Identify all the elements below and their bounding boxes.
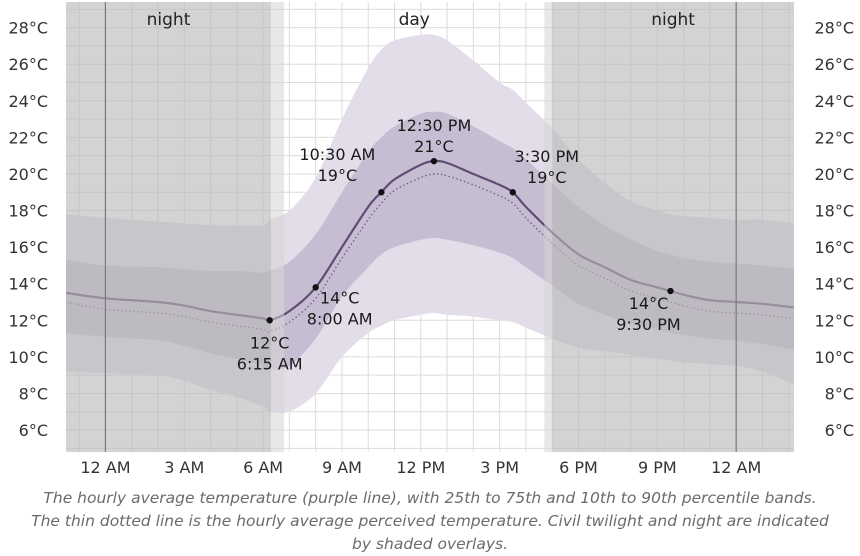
annotation-label: 21°C [414, 137, 454, 156]
y-tick-label-right: 26°C [814, 55, 854, 74]
twilight-overlay [270, 2, 285, 452]
annotation-label: 6:15 AM [237, 354, 303, 373]
annotation-label: 9:30 PM [616, 315, 680, 334]
y-tick-label-left: 20°C [8, 165, 48, 184]
y-tick-label-right: 10°C [814, 348, 854, 367]
x-tick-label: 12 PM [396, 458, 445, 477]
axis-ticks: 6°C 6°C 8°C 8°C 10°C 10°C 12°C 12°C 14°C 14°C 16°C… [8, 19, 854, 477]
x-tick-label: 12 AM [80, 458, 130, 477]
night-overlays: night day night [66, 2, 794, 452]
annotation-point [667, 287, 674, 295]
temperature-chart: night day night 6°C 6°C8°C 8°C10°C 10°C12°C 12… [8, 2, 854, 477]
x-tick-label: 3 PM [480, 458, 519, 477]
annotation-point [378, 189, 385, 196]
annotation-label: 3:30 PM [515, 147, 579, 166]
period-label-night: night [651, 10, 695, 30]
x-tick-label: 12 AM [711, 458, 761, 477]
y-tick-label-left: 12°C [8, 311, 48, 330]
x-tick-label: 6 AM [243, 458, 283, 477]
x-tick-label: 9 PM [638, 458, 677, 477]
chart-caption: The hourly average temperature (purple l… [31, 489, 829, 553]
x-tick-label: 9 AM [322, 458, 362, 477]
y-tick-label-right: 16°C [814, 238, 854, 257]
y-tick-label-right: 28°C [814, 19, 854, 38]
y-tick-label-right: 12°C [814, 311, 854, 330]
twilight-overlay [544, 2, 553, 452]
annotation-label: 12°C [250, 333, 290, 352]
period-label-day: day [399, 10, 430, 30]
y-tick-label-left: 28°C [8, 19, 48, 38]
y-tick-label-left: 8°C [19, 384, 48, 403]
annotation-point [312, 284, 319, 291]
chevron-left-icon[interactable] [76, 223, 100, 266]
annotation-label: 10:30 AM [299, 145, 375, 164]
y-tick-label-left: 24°C [8, 92, 48, 111]
annotation-label: 14°C [320, 288, 360, 307]
night-overlay [66, 2, 271, 452]
y-tick-label-left: 22°C [8, 128, 48, 147]
y-tick-label-right: 22°C [814, 128, 854, 147]
point-annotations: 12°C 6:15 AM 14°C 8:00 AM 10:30 AM 19°C 12:30 … [237, 116, 681, 373]
annotation-label: 8:00 AM [307, 309, 373, 328]
x-tick-label: 6 PM [559, 458, 598, 477]
annotation-label: 19°C [527, 168, 567, 187]
y-tick-label-right: 24°C [814, 92, 854, 111]
annotation-label: 19°C [318, 166, 358, 185]
y-tick-label-left: 6°C [19, 421, 48, 440]
period-label-night: night [147, 10, 191, 30]
y-tick-label-right: 14°C [814, 275, 854, 294]
y-tick-label-right: 8°C [825, 384, 854, 403]
y-tick-label-left: 16°C [8, 238, 48, 257]
y-tick-label-left: 18°C [8, 202, 48, 221]
annotation-label: 12:30 PM [397, 116, 472, 135]
y-tick-label-left: 26°C [8, 55, 48, 74]
annotation-point [430, 157, 438, 165]
y-tick-label-right: 20°C [814, 165, 854, 184]
annotation-point [509, 189, 516, 196]
chevron-right-icon[interactable] [762, 223, 786, 266]
annotation-point [266, 317, 273, 324]
night-overlay [552, 2, 794, 452]
y-tick-label-left: 14°C [8, 275, 48, 294]
y-tick-label-right: 6°C [825, 421, 854, 440]
y-tick-label-left: 10°C [8, 348, 48, 367]
annotation-label: 14°C [629, 294, 669, 313]
x-tick-label: 3 AM [164, 458, 204, 477]
chart-navigation [76, 223, 786, 266]
y-tick-label-right: 18°C [814, 202, 854, 221]
